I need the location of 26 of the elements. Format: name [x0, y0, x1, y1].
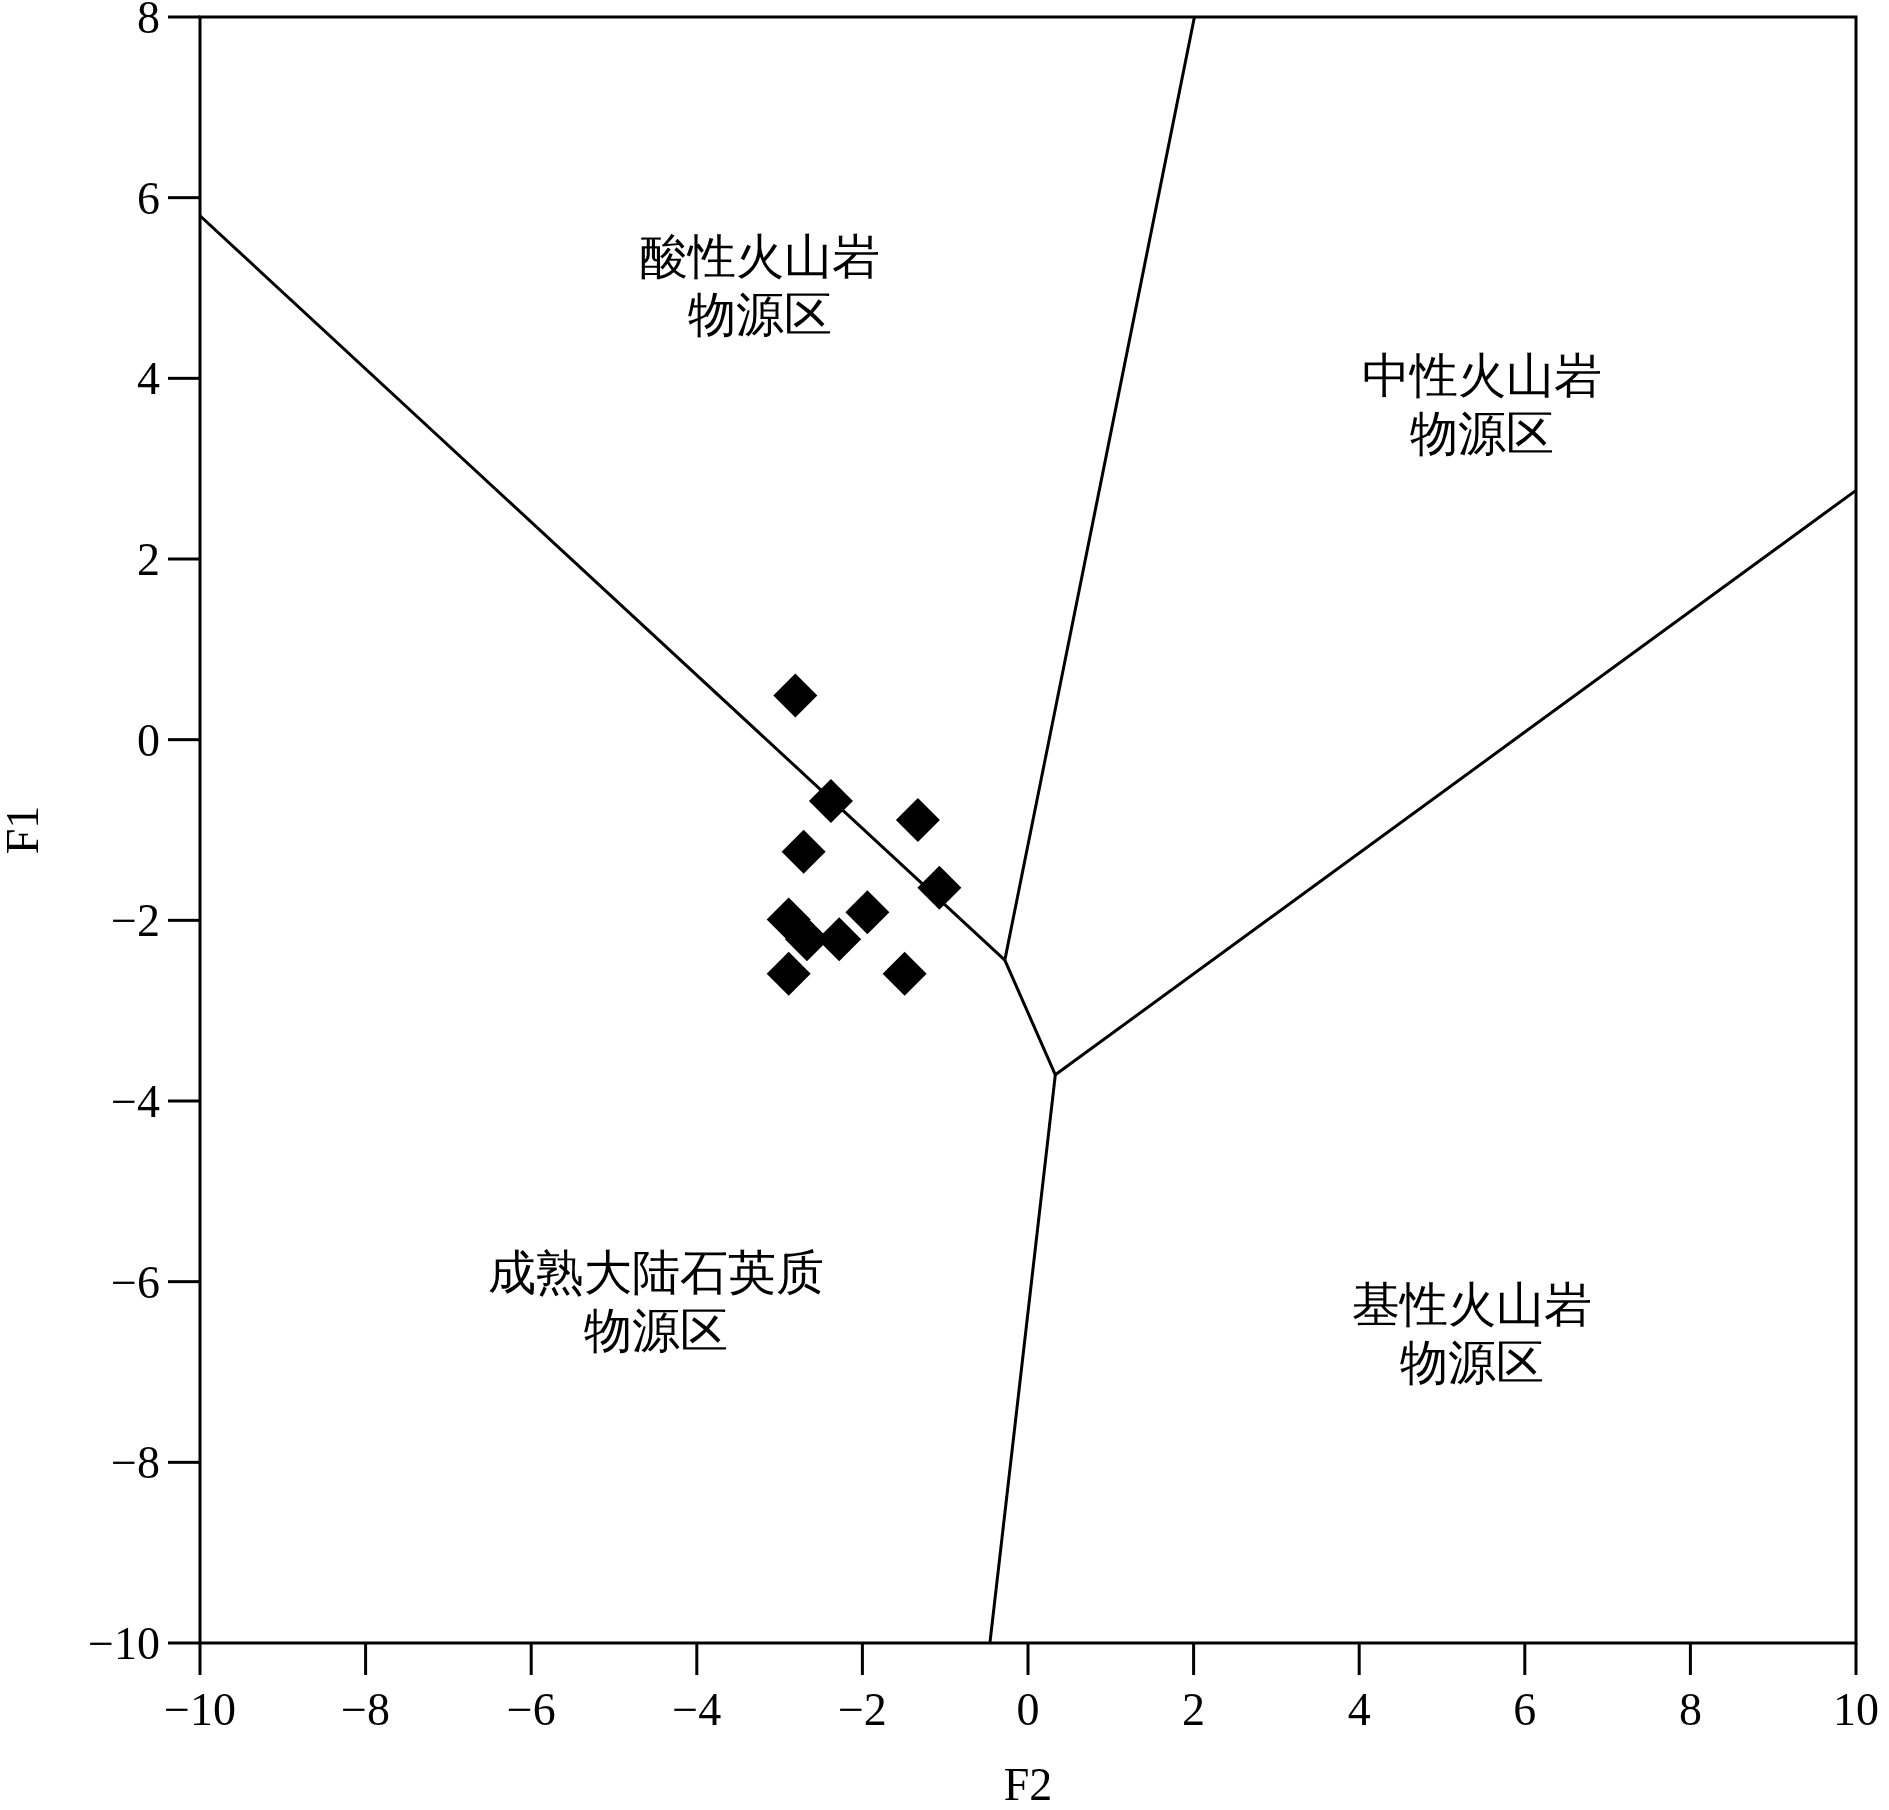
x-tick-label: −2: [837, 1684, 887, 1735]
y-tick-label: −6: [111, 1256, 160, 1308]
y-tick-label: 0: [137, 714, 160, 766]
x-tick-label: 4: [1347, 1684, 1371, 1735]
x-tick-label: −6: [506, 1684, 556, 1735]
annotation: 成熟大陆石英质物源区: [488, 1245, 825, 1357]
x-tick-label: 0: [1016, 1684, 1040, 1735]
y-tick-label: −8: [111, 1437, 160, 1489]
y-tick-label: 2: [137, 534, 160, 585]
x-tick-label: 6: [1513, 1684, 1537, 1735]
y-tick-label: 8: [137, 0, 160, 43]
annotation: 酸性火山岩物源区: [639, 230, 880, 342]
y-axis-title: F1: [0, 805, 48, 855]
x-tick-label: 8: [1678, 1684, 1702, 1735]
x-tick-label: 2: [1182, 1684, 1206, 1735]
y-tick-label: −2: [111, 895, 160, 947]
x-axis-title: F2: [1003, 1759, 1053, 1810]
x-tick-label: 10: [1833, 1684, 1879, 1735]
annotation: 基性火山岩物源区: [1351, 1278, 1592, 1390]
y-tick-label: −10: [88, 1618, 160, 1669]
y-tick-label: 6: [137, 172, 160, 224]
y-tick-label: 4: [137, 353, 160, 405]
y-tick-label: −4: [111, 1076, 160, 1127]
x-tick-label: −8: [341, 1684, 391, 1735]
annotation: 中性火山岩物源区: [1361, 348, 1602, 460]
x-tick-label: −4: [672, 1684, 722, 1735]
